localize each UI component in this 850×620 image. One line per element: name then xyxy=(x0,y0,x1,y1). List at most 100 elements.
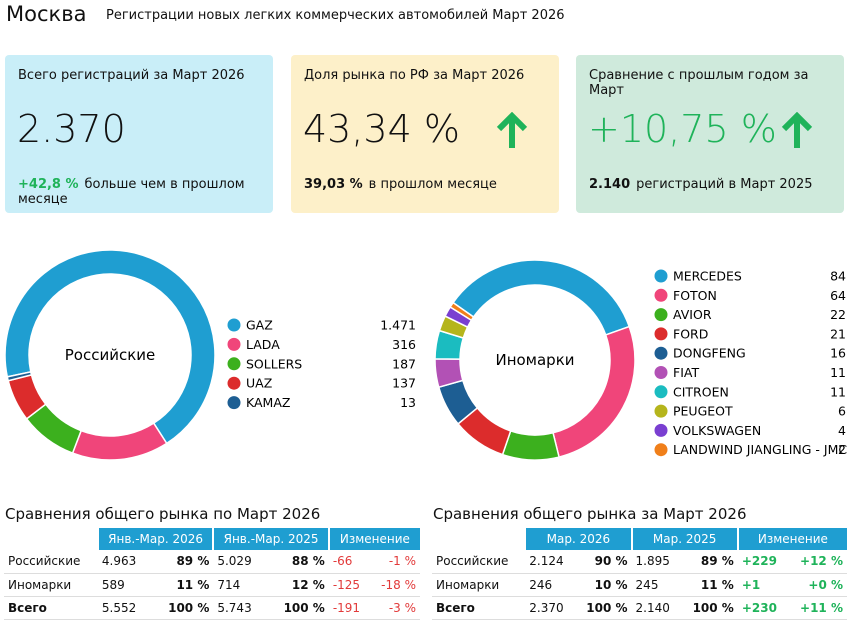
table-cell: -125 xyxy=(328,573,370,597)
legend-value: 1.471 xyxy=(380,318,416,333)
card: Доля рынка по РФ за Март 2026 43,34 % 39… xyxy=(291,55,559,213)
table-row: Российские 4.963 89 % 5.029 88 % -66 -1 % xyxy=(4,550,420,574)
card-value: +10,75 % xyxy=(588,107,777,151)
donut-slice xyxy=(4,249,216,445)
legend-label: FOTON xyxy=(673,288,717,303)
legend-value: 64 xyxy=(830,288,846,303)
legend-label: VOLKSWAGEN xyxy=(673,423,761,438)
legend-marker xyxy=(654,288,668,302)
table-cell: 2.124 xyxy=(525,550,575,574)
table-cell: 90 % xyxy=(574,550,632,574)
table-cell: 589 xyxy=(97,573,152,597)
table-cell: Российские xyxy=(432,550,526,574)
card-value: 43,34 % xyxy=(303,107,460,151)
legend-value: 137 xyxy=(392,376,416,391)
card-change: 2.140 xyxy=(589,177,631,192)
legend-label: FIAT xyxy=(673,365,699,380)
table-cell: 12 % xyxy=(266,573,329,597)
legend-label: LADA xyxy=(246,337,280,352)
table-cell: -18 % xyxy=(369,573,420,597)
table-cell: 5.552 xyxy=(97,596,152,620)
table-cell: -3 % xyxy=(369,596,420,620)
table: Янв.-Мар. 2026 Янв.-Мар. 2025 Изменение Рос… xyxy=(3,528,420,620)
legend-value: 16 xyxy=(830,346,846,361)
donut-label: Российские xyxy=(65,346,156,364)
legend-marker xyxy=(227,337,241,351)
legend-marker xyxy=(654,346,668,360)
header-cell: Мар. 2025 xyxy=(630,528,738,550)
header-cell: Мар. 2026 xyxy=(524,528,632,550)
legend-value: 11 xyxy=(830,365,846,380)
table-cell: Всего xyxy=(432,596,526,620)
table-cell: 89 % xyxy=(151,550,214,574)
legend-label: GAZ xyxy=(246,318,273,333)
legend-value: 187 xyxy=(392,356,416,371)
table-cell: 2.370 xyxy=(525,596,575,620)
table-cell: 5.029 xyxy=(213,550,267,574)
donut-slice xyxy=(552,325,636,458)
table-cell: 5.743 xyxy=(213,596,267,620)
table-cell: 11 % xyxy=(151,573,214,597)
card-title: Сравнение с прошлым годом за Март xyxy=(589,68,809,98)
donut-slice xyxy=(501,429,560,461)
legend-value: 11 xyxy=(830,384,846,399)
table-row: Российские 2.124 90 % 1.895 89 % +229 +12 % xyxy=(432,550,847,574)
table-cell: 245 xyxy=(631,573,681,597)
legend-label: PEUGEOT xyxy=(673,404,733,419)
table-row: Иномарки 246 10 % 245 11 % +1 +0 % xyxy=(432,573,847,597)
legend-value: 84 xyxy=(830,269,846,284)
legend-marker xyxy=(654,404,668,418)
subtitle: Регистрации новых легких коммерческих ав… xyxy=(106,8,565,23)
legend-marker xyxy=(654,269,668,283)
legend-label: FORD xyxy=(673,326,708,341)
legend-marker xyxy=(227,357,241,371)
table-cell: -1 % xyxy=(369,550,420,574)
legend-label: CITROEN xyxy=(673,384,729,399)
table-cell: 246 xyxy=(525,573,575,597)
table-row: Иномарки 589 11 % 714 12 % -125 -18 % xyxy=(4,573,420,597)
table-cell: 1.895 xyxy=(631,550,681,574)
card-title: Доля рынка по РФ за Март 2026 xyxy=(304,68,525,83)
legend-marker xyxy=(227,376,241,390)
header-cell: Изменение xyxy=(736,528,847,550)
up-arrow xyxy=(781,112,813,148)
table-cell: Всего xyxy=(4,596,98,620)
legend-label: DONGFENG xyxy=(673,346,746,361)
card-value: 2.370 xyxy=(17,107,126,151)
header-row: Мар. 2026 Мар. 2025 Изменение xyxy=(430,528,847,550)
legend-value: 6 xyxy=(838,404,846,419)
donut-charts: GAZ 1.471 LADA 316 SOLLERS 187 UAZ 137 KAMAZ 13 Ро… xyxy=(4,249,847,461)
donut-slice xyxy=(6,370,33,382)
table-cell: Иномарки xyxy=(432,573,526,597)
legend-marker xyxy=(654,366,668,379)
legend-marker xyxy=(654,443,668,457)
table-cell: 714 xyxy=(213,573,267,597)
table-cell: 4.963 xyxy=(97,550,152,574)
table-row: Всего 2.370 100 % 2.140 100 % +230 +11 % xyxy=(432,596,847,620)
legend-label: KAMAZ xyxy=(246,395,290,410)
legend-value: 316 xyxy=(392,337,416,352)
up-arrow xyxy=(496,112,528,148)
table-cell: +11 % xyxy=(787,596,847,620)
legend-marker xyxy=(654,385,668,399)
header-cell: Изменение xyxy=(327,528,420,550)
table-title: Сравнения общего рынка по Март 2026 xyxy=(5,505,321,523)
table-cell: 11 % xyxy=(680,573,738,597)
legend-label: AVIOR xyxy=(673,307,712,322)
table-cell: 2.140 xyxy=(631,596,681,620)
table-cell: 89 % xyxy=(680,550,738,574)
card-change: +42,8 % xyxy=(18,177,79,192)
legend-value: 13 xyxy=(400,395,416,410)
table-cell: 100 % xyxy=(151,596,214,620)
donut-slice xyxy=(452,259,631,336)
header-cell xyxy=(3,528,98,550)
table-cell: -191 xyxy=(328,596,370,620)
table-cell: 100 % xyxy=(574,596,632,620)
legend-value: 21 xyxy=(830,326,846,341)
header-cell xyxy=(430,528,526,550)
card-change-text: в прошлом месяце xyxy=(368,177,497,192)
table-cell: 100 % xyxy=(266,596,329,620)
legend-value: 2 xyxy=(838,442,846,457)
card-change-text: больше чем в прошлом месяце xyxy=(18,177,245,207)
